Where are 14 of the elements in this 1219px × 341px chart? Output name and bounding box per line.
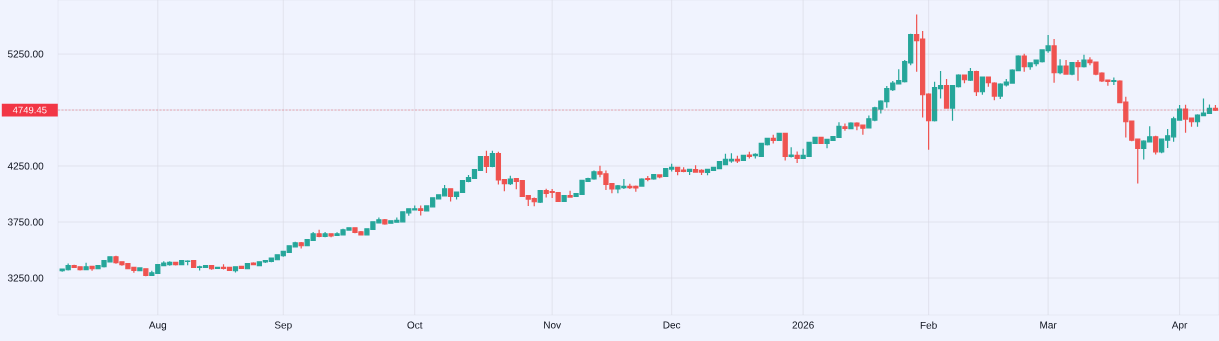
x-tick-label: 2026 <box>792 321 814 329</box>
x-tick-label: Nov <box>544 321 562 329</box>
y-tick-label: 3250.00 <box>7 274 44 282</box>
x-tick-label: Sep <box>274 321 292 331</box>
x-tick-label: Dec <box>663 321 681 329</box>
x-tick-label: Apr <box>1171 321 1188 331</box>
ref-line-label: 4749.45 <box>12 106 47 114</box>
x-tick-label: Oct <box>407 321 423 329</box>
x-tick-label: Feb <box>920 321 937 329</box>
y-tick-label: 5250.00 <box>7 50 44 58</box>
y-tick-label: 4250.00 <box>7 162 44 170</box>
x-tick-label: Aug <box>148 321 167 331</box>
x-tick-label: Mar <box>1040 321 1057 329</box>
y-tick-label: 3750.00 <box>7 218 44 226</box>
